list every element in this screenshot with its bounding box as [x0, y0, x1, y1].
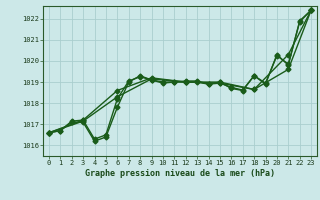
- X-axis label: Graphe pression niveau de la mer (hPa): Graphe pression niveau de la mer (hPa): [85, 169, 275, 178]
